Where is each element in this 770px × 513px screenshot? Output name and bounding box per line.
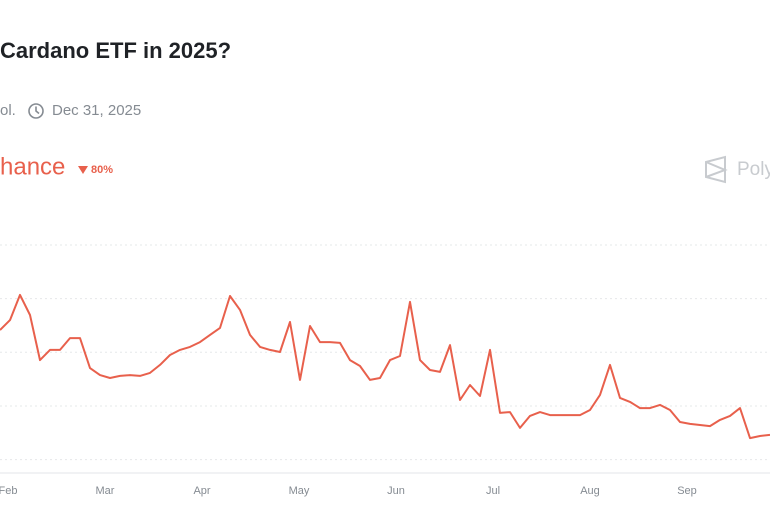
x-tick-label: Mar <box>96 485 115 497</box>
end-date: Dec 31, 2025 <box>52 102 141 119</box>
x-tick-label: Feb <box>0 485 17 497</box>
x-tick-label: Jun <box>387 485 405 497</box>
market-title: Cardano ETF in 2025? <box>0 38 231 63</box>
x-tick-label: Apr <box>193 485 210 497</box>
x-tick-label: Aug <box>580 485 600 497</box>
x-tick-label: Sep <box>677 485 697 497</box>
chance-label: hance <box>0 153 65 180</box>
price-line <box>0 293 770 440</box>
volume: ol. <box>0 102 16 119</box>
clock-icon <box>28 103 44 119</box>
x-tick-label: Jul <box>486 485 500 497</box>
brand-name: Poly <box>737 159 770 180</box>
x-tick-label: May <box>289 485 310 497</box>
change-icon <box>78 166 88 174</box>
brand-logo <box>705 155 728 184</box>
change-value: 80% <box>91 164 113 176</box>
